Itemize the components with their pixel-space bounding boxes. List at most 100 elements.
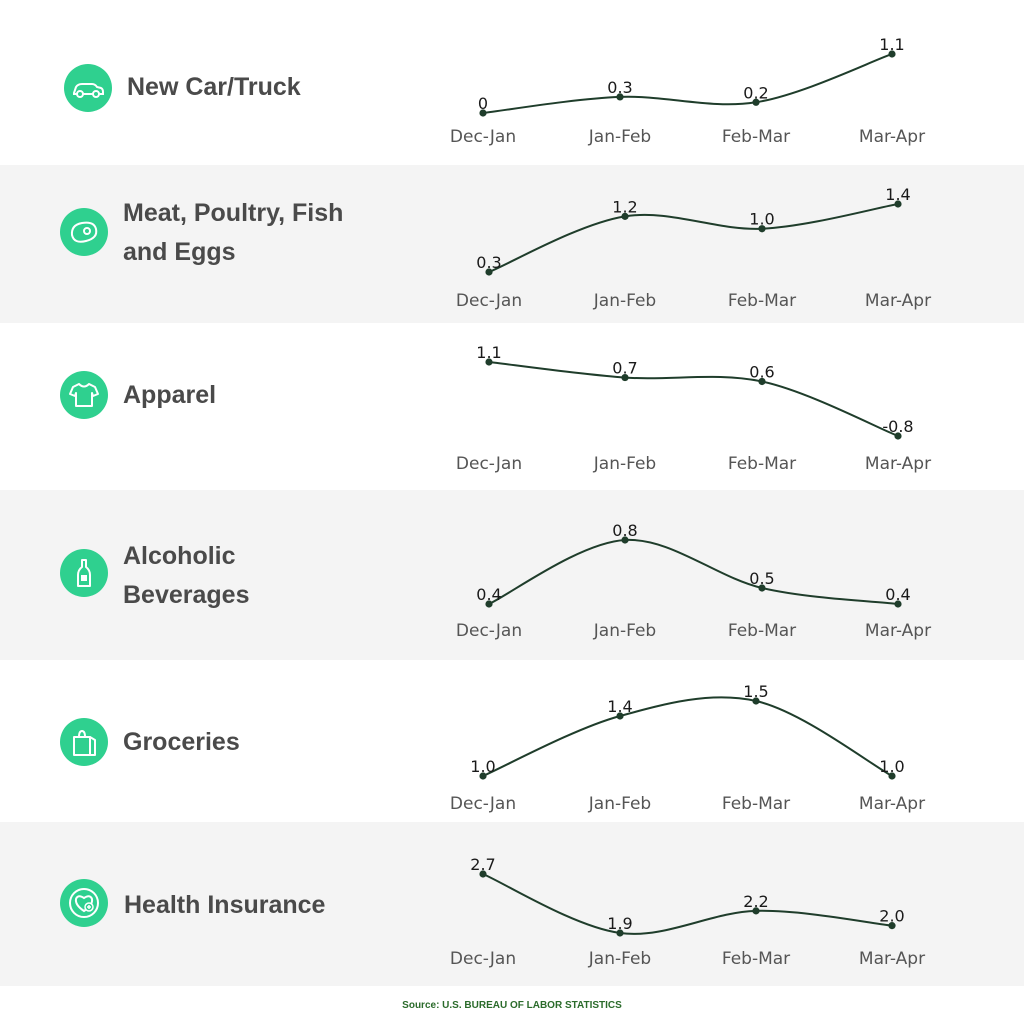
x-tick-label: Dec-Jan xyxy=(456,454,522,474)
grocery-bag-icon xyxy=(73,729,96,756)
x-tick-label: Dec-Jan xyxy=(450,127,516,147)
value-label: 2.7 xyxy=(470,855,495,874)
value-label: 0.8 xyxy=(612,521,637,540)
value-label: 0.6 xyxy=(749,362,774,381)
tshirt-icon xyxy=(69,383,99,407)
health-heart-icon-badge xyxy=(60,879,108,927)
data-point xyxy=(758,377,766,386)
data-point xyxy=(485,358,493,366)
data-point xyxy=(894,600,902,608)
source-note: Source: U.S. BUREAU OF LABOR STATISTICS xyxy=(402,1000,622,1011)
steak-icon xyxy=(70,221,98,243)
data-point xyxy=(752,697,760,705)
data-point xyxy=(616,93,624,101)
data-point xyxy=(616,929,624,937)
data-point xyxy=(621,536,629,544)
category-title: Health Insurance xyxy=(124,891,326,919)
series-line xyxy=(482,873,893,935)
x-tick-label: Mar-Apr xyxy=(859,127,925,147)
panel-alcoholic-beverages: Alcoholic Beverages xyxy=(0,490,1024,660)
value-label: 1.1 xyxy=(879,35,904,54)
x-tick-label: Mar-Apr xyxy=(859,794,925,814)
panel-health-insurance: Health Insurance xyxy=(0,822,1024,986)
value-label: 1.0 xyxy=(749,210,774,229)
x-tick-label: Jan-Feb xyxy=(588,794,651,814)
line-chart-0: 0 Dec-Jan 0.3 Jan-Feb 0.2 Feb-Mar 1.1 Mar-Apr xyxy=(450,35,925,147)
bottle-icon-badge xyxy=(60,549,108,597)
x-tick-label: Jan-Feb xyxy=(588,127,651,147)
series-line xyxy=(488,203,899,273)
x-tick-label: Jan-Feb xyxy=(593,291,656,311)
line-chart-5: 2.7 Dec-Jan 1.9 Jan-Feb 2.2 Feb-Mar 2.0 Mar-Apr xyxy=(450,855,925,969)
line-chart-4: 1.0 Dec-Jan 1.4 Jan-Feb 1.5 Feb-Mar 1.0 Mar-Apr xyxy=(450,682,925,814)
value-label: 0.4 xyxy=(476,585,501,604)
data-point xyxy=(888,50,896,58)
value-label: 0.7 xyxy=(612,359,637,378)
value-label: 1.9 xyxy=(607,914,632,933)
data-point xyxy=(894,200,902,208)
series-line xyxy=(488,538,899,605)
value-label: 1.0 xyxy=(470,757,495,776)
line-chart-2: 1.1 Dec-Jan 0.7 Jan-Feb 0.6 Feb-Mar -0.8 Mar-Ap… xyxy=(456,343,931,474)
value-label: 2.2 xyxy=(743,892,768,911)
data-point xyxy=(758,584,766,592)
value-label: 1.2 xyxy=(612,197,637,216)
value-label: 0.2 xyxy=(743,83,768,102)
bottle-icon xyxy=(77,559,91,587)
x-tick-label: Feb-Mar xyxy=(722,949,790,969)
health-heart-icon xyxy=(69,888,99,918)
x-tick-label: Feb-Mar xyxy=(728,454,796,474)
data-point xyxy=(485,268,493,276)
grocery-bag-icon-badge xyxy=(60,718,108,766)
value-label: 0.5 xyxy=(749,569,774,588)
x-tick-label: Jan-Feb xyxy=(593,621,656,641)
steak-icon-badge xyxy=(60,208,108,256)
series-line xyxy=(488,361,899,437)
x-tick-label: Dec-Jan xyxy=(450,949,516,969)
x-tick-label: Dec-Jan xyxy=(450,794,516,814)
panel-new-car-truck: New Car/Truck xyxy=(0,0,1024,165)
data-point xyxy=(888,772,896,780)
data-point xyxy=(752,98,760,106)
data-point xyxy=(621,212,629,220)
value-label: 1.5 xyxy=(743,682,768,701)
category-title: Meat, Poultry, Fish and Eggs xyxy=(123,199,344,266)
x-tick-label: Dec-Jan xyxy=(456,291,522,311)
data-point xyxy=(758,225,766,233)
data-point xyxy=(485,600,493,608)
data-point xyxy=(752,907,760,915)
value-label: 0 xyxy=(478,94,488,113)
category-title: Alcoholic Beverages xyxy=(123,542,250,609)
data-point xyxy=(621,373,629,382)
data-point xyxy=(479,109,487,117)
panel-apparel: Apparel xyxy=(0,323,1024,490)
series-line xyxy=(482,696,893,777)
line-chart-1: 0.3 Dec-Jan 1.2 Jan-Feb 1.0 Feb-Mar 1.4 Mar-Apr xyxy=(456,185,931,311)
x-tick-label: Mar-Apr xyxy=(865,454,931,474)
category-title: New Car/Truck xyxy=(127,73,301,101)
value-label: 0.4 xyxy=(885,585,910,604)
category-title: Apparel xyxy=(123,381,217,409)
tshirt-icon-badge xyxy=(60,371,108,419)
line-chart-3: 0.4 Dec-Jan 0.8 Jan-Feb 0.5 Feb-Mar 0.4 Mar-Apr xyxy=(456,521,931,641)
category-title: Groceries xyxy=(123,728,240,756)
value-label: 2.0 xyxy=(879,907,904,926)
value-label: 1.0 xyxy=(879,757,904,776)
x-tick-label: Mar-Apr xyxy=(865,621,931,641)
x-tick-label: Feb-Mar xyxy=(722,127,790,147)
data-point xyxy=(894,432,902,440)
value-label: 1.1 xyxy=(476,343,501,362)
x-tick-label: Jan-Feb xyxy=(593,454,656,474)
panel-meat-poultry: Meat, Poultry, Fish and Eggs xyxy=(0,165,1024,323)
value-label: 1.4 xyxy=(885,185,910,204)
x-tick-label: Dec-Jan xyxy=(456,621,522,641)
x-tick-label: Feb-Mar xyxy=(728,621,796,641)
car-icon-badge xyxy=(64,64,112,112)
data-point xyxy=(479,870,487,878)
data-point xyxy=(616,712,624,720)
x-tick-label: Mar-Apr xyxy=(859,949,925,969)
x-tick-label: Jan-Feb xyxy=(588,949,651,969)
data-point xyxy=(888,922,896,930)
x-tick-label: Feb-Mar xyxy=(722,794,790,814)
